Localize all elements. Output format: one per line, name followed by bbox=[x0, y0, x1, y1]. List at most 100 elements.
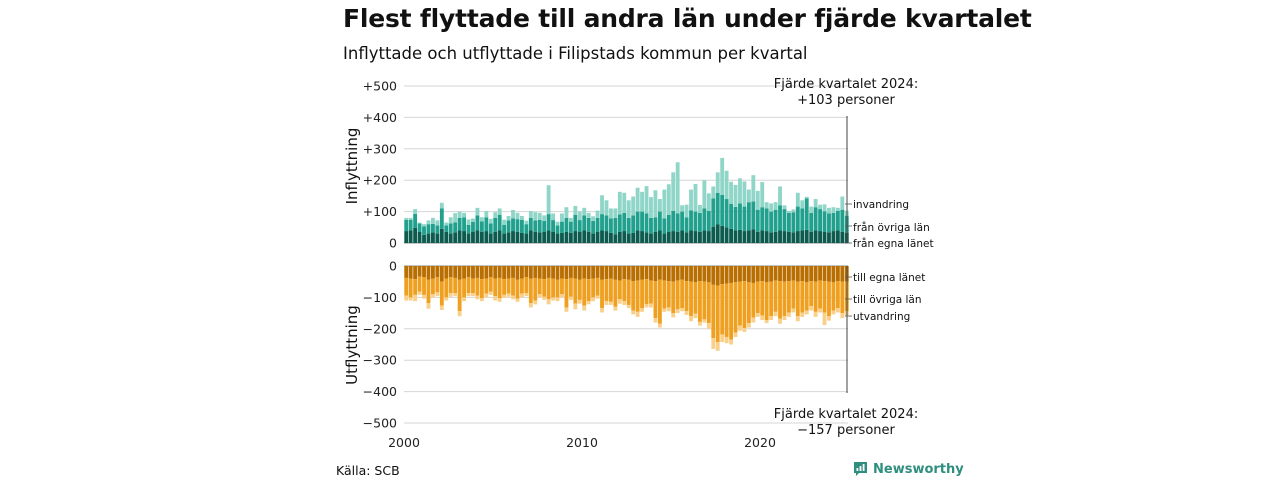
bar-segment bbox=[600, 214, 604, 231]
bar-segment bbox=[804, 198, 809, 230]
bar-segment bbox=[769, 211, 774, 233]
bar-segment bbox=[795, 281, 800, 317]
bar-segment bbox=[582, 305, 587, 311]
bar-segment bbox=[479, 231, 484, 243]
bar-segment bbox=[706, 193, 711, 211]
bar-segment bbox=[533, 277, 538, 301]
bar-segment bbox=[520, 215, 524, 220]
bar-segment bbox=[488, 277, 493, 292]
bar-segment bbox=[724, 336, 729, 344]
bar-segment bbox=[462, 266, 466, 279]
bar-segment bbox=[733, 332, 738, 337]
bar-segment bbox=[822, 281, 827, 313]
bar-segment bbox=[600, 230, 604, 243]
bar-segment bbox=[800, 312, 805, 317]
bar-segment bbox=[804, 266, 809, 283]
bar-segment bbox=[680, 211, 685, 231]
bar-segment bbox=[568, 221, 573, 233]
bar-segment bbox=[662, 308, 667, 312]
bar-segment bbox=[622, 212, 627, 232]
bar-segment bbox=[782, 266, 787, 282]
bar-segment bbox=[484, 210, 489, 218]
bar-segment bbox=[746, 202, 751, 231]
bar-segment bbox=[413, 279, 418, 295]
bar-segment bbox=[729, 266, 733, 283]
bar-segment bbox=[471, 218, 475, 222]
bar-segment bbox=[439, 281, 444, 306]
bar-segment bbox=[760, 266, 765, 282]
bar-segment bbox=[773, 311, 778, 317]
bar-segment bbox=[809, 306, 814, 311]
series-label: från egna länet bbox=[853, 237, 934, 250]
bar-segment bbox=[617, 266, 622, 281]
y-tick-label: 0 bbox=[389, 236, 397, 251]
bar-segment bbox=[453, 213, 458, 223]
bar-segment bbox=[466, 266, 471, 278]
bar-segment bbox=[715, 341, 720, 351]
bar-segment bbox=[404, 217, 409, 220]
bar-segment bbox=[795, 192, 800, 207]
bar-segment bbox=[551, 213, 555, 221]
bar-segment bbox=[782, 205, 787, 210]
y-axis-label: Inflyttning bbox=[343, 128, 361, 205]
bar-segment bbox=[760, 315, 765, 321]
bar-segment bbox=[666, 281, 671, 308]
bar-segment bbox=[724, 170, 729, 200]
bar-segment bbox=[564, 217, 569, 232]
bar-segment bbox=[649, 197, 653, 218]
bar-segment bbox=[564, 207, 569, 218]
bar-segment bbox=[764, 320, 769, 324]
bar-segment bbox=[835, 266, 840, 282]
bar-segment bbox=[413, 266, 418, 280]
bar-segment bbox=[809, 206, 814, 213]
bar-segment bbox=[755, 313, 760, 317]
bar-segment bbox=[693, 313, 698, 319]
bar-segment bbox=[466, 277, 471, 294]
bar-segment bbox=[466, 233, 471, 243]
bar-segment bbox=[724, 199, 729, 228]
bar-segment bbox=[457, 230, 462, 243]
bar-segment bbox=[457, 311, 462, 317]
bar-segment bbox=[528, 278, 533, 304]
bar-segment bbox=[475, 215, 480, 231]
bar-segment bbox=[466, 219, 471, 225]
bar-segment bbox=[582, 266, 587, 279]
bar-segment bbox=[511, 295, 515, 300]
bar-segment bbox=[800, 266, 805, 282]
bar-segment bbox=[711, 186, 716, 199]
bar-segment bbox=[457, 266, 462, 280]
bar-segment bbox=[444, 225, 449, 232]
bar-segment bbox=[720, 194, 725, 226]
bar-segment bbox=[586, 217, 591, 232]
bar-segment bbox=[591, 297, 596, 302]
bar-segment bbox=[706, 282, 711, 324]
bar-segment bbox=[560, 278, 564, 295]
x-tick-label: 2000 bbox=[388, 435, 420, 450]
bar-segment bbox=[729, 339, 733, 345]
bar-segment bbox=[431, 278, 435, 295]
bar-segment bbox=[422, 234, 426, 243]
brand-logo[interactable]: Newsworthy bbox=[853, 461, 964, 477]
bar-segment bbox=[422, 224, 426, 227]
bar-segment bbox=[787, 212, 791, 232]
bar-segment bbox=[662, 218, 667, 234]
bar-segment bbox=[689, 316, 693, 322]
bar-segment bbox=[693, 183, 698, 212]
y-tick-label: +200 bbox=[363, 173, 397, 188]
bar-segment bbox=[622, 279, 627, 302]
bar-segment bbox=[840, 196, 845, 210]
bar-segment bbox=[444, 231, 449, 243]
bar-segment bbox=[515, 279, 520, 299]
bar-segment bbox=[738, 178, 742, 204]
bar-segment bbox=[689, 189, 693, 211]
bar-segment bbox=[408, 278, 413, 298]
bar-segment bbox=[644, 213, 649, 233]
bar-segment bbox=[649, 266, 653, 281]
bar-segment bbox=[835, 308, 840, 313]
bar-segment bbox=[822, 211, 827, 233]
bar-segment bbox=[595, 295, 600, 299]
bar-segment bbox=[680, 266, 685, 280]
bar-segment bbox=[818, 308, 822, 313]
bar-segment bbox=[408, 266, 413, 279]
